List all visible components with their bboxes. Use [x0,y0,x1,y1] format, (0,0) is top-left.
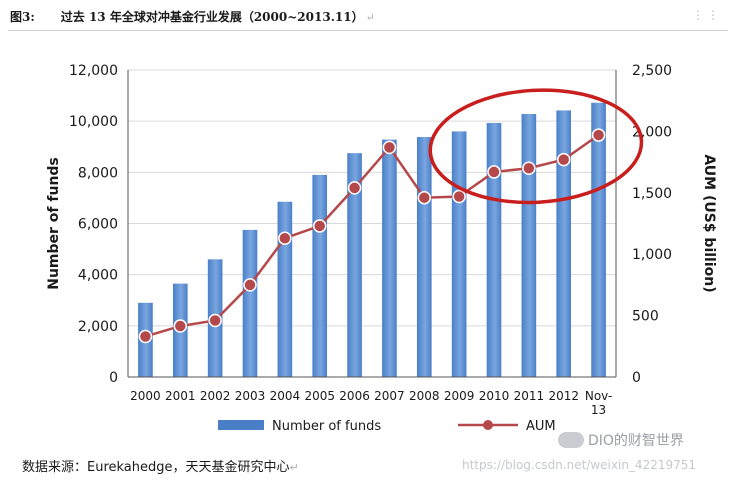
source-text: 数据来源：Eurekahedge，天天基金研究中心 [22,460,290,475]
legend-swatch-bars [218,420,264,430]
watermark-text: DIO的财智世界 [588,433,684,449]
brand-watermark: DIO的财智世界 [558,430,684,450]
y2-tick-label: 1,000 [632,247,672,263]
legend-label: AUM [526,419,556,434]
legend-swatch-marker [483,420,493,430]
line-series [138,128,606,344]
bar [382,139,397,377]
x-tick-label: 2006 [339,389,370,403]
bar [312,174,328,377]
x-tick-label: 2003 [235,389,266,403]
y-tick-label: 6,000 [78,217,118,233]
gridlines [128,69,616,327]
figure-number: 图3: [10,10,35,24]
aum-point [347,181,362,195]
y2-tick-label: 1,500 [632,186,672,202]
figure-title: 过去 13 年全球对冲基金行业发展（2000~2013.11） [60,10,364,24]
aum-point [591,128,606,142]
wechat-icon [558,432,584,448]
combo-chart: 0 2,000 4,000 6,000 8,000 10,000 12,000 0 500 1,0… [46,63,717,434]
bar [347,153,362,377]
bar [416,137,432,377]
x-tick-label: 2011 [514,389,545,403]
return-mark-icon: ↵ [289,461,299,474]
y-tick-label: 10,000 [69,114,118,130]
x-tick-label: 2001 [165,389,196,403]
y2-axis-title: AUM (US$ billion) [701,154,717,292]
axes: 0 2,000 4,000 6,000 8,000 10,000 12,000 0 500 1,0… [46,63,717,417]
divider [8,30,728,31]
y2-tick-label: 500 [632,309,659,325]
aum-point [522,161,536,175]
return-mark-icon: ↵ [365,11,375,24]
x-tick-label: 2012 [548,389,579,403]
y-axis-title: Number of funds [46,157,62,290]
bar [591,102,606,377]
highlight-ellipse [428,88,644,205]
bar [556,110,572,378]
y-tick-label: 2,000 [78,319,118,335]
x-tick-label: 2010 [479,389,510,403]
aum-point [382,140,397,155]
aum-point [243,278,257,292]
aum-point [138,329,153,344]
aum-point [452,189,466,204]
chart-container: 0 2,000 4,000 6,000 8,000 10,000 12,000 0 500 1,0… [18,36,724,440]
y2-tick-label: 0 [632,370,641,386]
x-tick-label: 2009 [444,389,475,403]
bar [451,131,467,377]
x-tick-label: 2007 [374,389,405,403]
x-tick-label: Nov-13 [585,389,612,417]
source-note: 数据来源：Eurekahedge，天天基金研究中心↵ [22,456,299,475]
bar [277,201,293,377]
legend-label: Number of funds [272,419,381,434]
aum-point [556,152,571,167]
aum-point [312,219,327,233]
x-tick-label: 2005 [304,389,335,403]
y-tick-label: 0 [109,370,118,386]
url-watermark: https://blog.csdn.net/weixin_42219751 [462,458,697,472]
bar [242,229,258,377]
x-tick-label-part: Nov- [585,389,612,403]
x-tick-label: 2002 [200,389,231,403]
aum-point [173,319,188,333]
y-tick-label: 8,000 [78,165,118,181]
x-tick-label: 2008 [409,389,440,403]
y-tick-label: 12,000 [69,63,118,79]
x-tick-label: 2000 [130,389,161,403]
drag-handle-icon[interactable]: ⋮⋮ [692,8,722,22]
x-tick-label: 2004 [270,389,301,403]
aum-point [487,165,501,179]
legend: Number of funds AUM [218,419,556,434]
x-tick-label-part: 13 [591,403,606,417]
bar [521,114,537,378]
bar [486,122,502,378]
bar-series [138,102,606,378]
figure-caption: 图3: 过去 13 年全球对冲基金行业发展（2000~2013.11） ↵ [10,8,375,25]
y-tick-label: 4,000 [78,268,118,284]
aum-point [278,231,292,245]
aum-point [208,313,222,328]
aum-point [417,190,432,205]
annotations [428,88,644,205]
y2-tick-label: 2,500 [632,63,672,79]
